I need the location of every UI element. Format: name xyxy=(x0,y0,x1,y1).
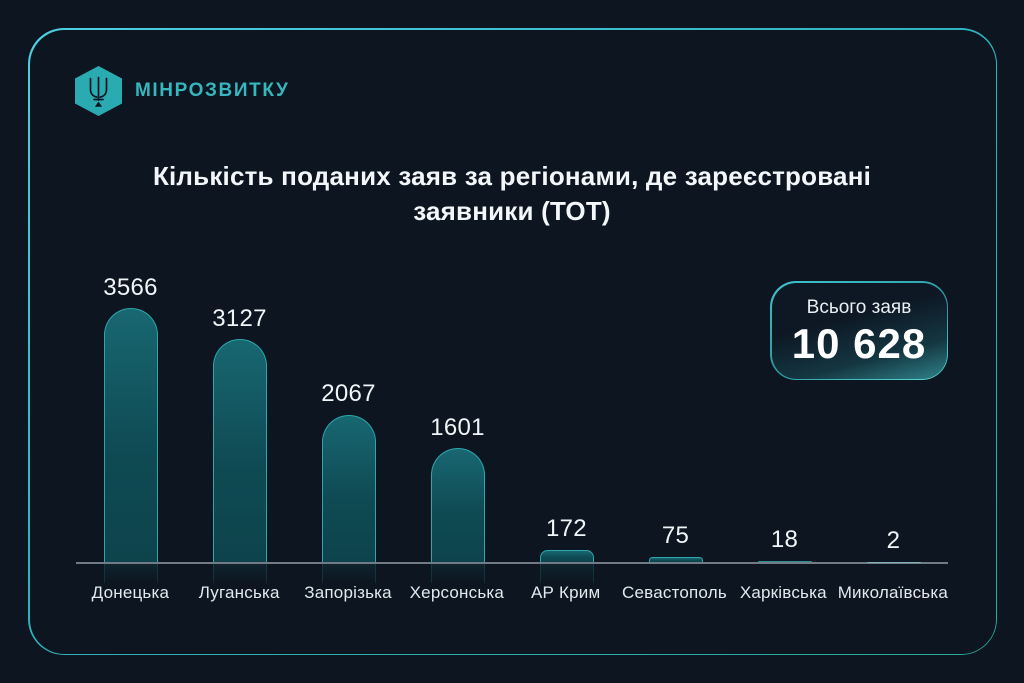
bar-category-label: Севастополь xyxy=(622,583,727,602)
bar xyxy=(757,560,812,562)
bar-value-label: 3566 xyxy=(103,273,158,301)
bar-value-label: 2067 xyxy=(321,380,376,408)
bar-columns: 3566 3127 2067 1601 172 75 18 2 xyxy=(76,270,948,583)
bar xyxy=(539,549,594,562)
bar-value-label: 2 xyxy=(886,527,901,555)
bar xyxy=(648,556,703,562)
bar-column: 1601 xyxy=(403,270,512,583)
bar-category-label: Луганська xyxy=(198,583,280,602)
bar-column: 18 xyxy=(730,270,839,562)
x-axis-line xyxy=(76,562,948,564)
total-badge: Всього заяв 10 628 xyxy=(770,281,948,380)
bar-column: 75 xyxy=(621,270,730,562)
bar-column: 2067 xyxy=(294,270,403,583)
bar-column: 3566 xyxy=(76,270,185,583)
page-title: Кількість поданих заяв за регіонами, де … xyxy=(52,159,972,229)
bar-column: 172 xyxy=(512,270,621,583)
bar-column: 3127 xyxy=(185,270,294,583)
brand-name: МІНРОЗВИТКУ xyxy=(135,80,290,101)
bar-value-label: 172 xyxy=(546,515,587,543)
bar xyxy=(430,447,485,562)
bar xyxy=(321,414,376,562)
bar-reflection xyxy=(212,564,267,583)
bar-reflection xyxy=(539,564,594,583)
bar xyxy=(212,339,267,562)
bar-chart: 3566 3127 2067 1601 172 75 18 2 Донецька Лугансь… xyxy=(76,270,948,610)
total-badge-label: Всього заяв xyxy=(806,296,912,318)
bar-column: 2 xyxy=(839,270,948,562)
bar-value-label: 3127 xyxy=(212,304,267,332)
bar-reflection xyxy=(321,564,376,583)
bar-category-label: АР Крим xyxy=(530,583,601,602)
page-title-line1: Кількість поданих заяв за регіонами, де … xyxy=(152,161,872,191)
bar-reflection xyxy=(430,564,485,583)
bar-value-label: 18 xyxy=(770,526,799,554)
page-title-line2: заявники (ТОТ) xyxy=(413,196,611,226)
bar-reflection xyxy=(103,564,158,583)
total-badge-value: 10 628 xyxy=(791,319,927,367)
bar-category-label: Харківська xyxy=(739,583,827,602)
trident-logo-icon xyxy=(75,66,122,116)
brand: МІНРОЗВИТКУ xyxy=(75,66,289,116)
category-labels-row: Донецька Луганська Запорізька Херсонська АР … xyxy=(76,583,948,603)
bar xyxy=(103,308,158,562)
bar-category-label: Донецька xyxy=(91,583,170,602)
bar-category-label: Запорізька xyxy=(304,583,392,602)
bar-value-label: 1601 xyxy=(430,413,485,441)
bar-category-label: Миколаївська xyxy=(837,583,949,602)
bar-category-label: Херсонська xyxy=(409,583,505,602)
total-badge-inner: Всього заяв 10 628 xyxy=(771,282,947,379)
bar-value-label: 75 xyxy=(661,522,690,550)
